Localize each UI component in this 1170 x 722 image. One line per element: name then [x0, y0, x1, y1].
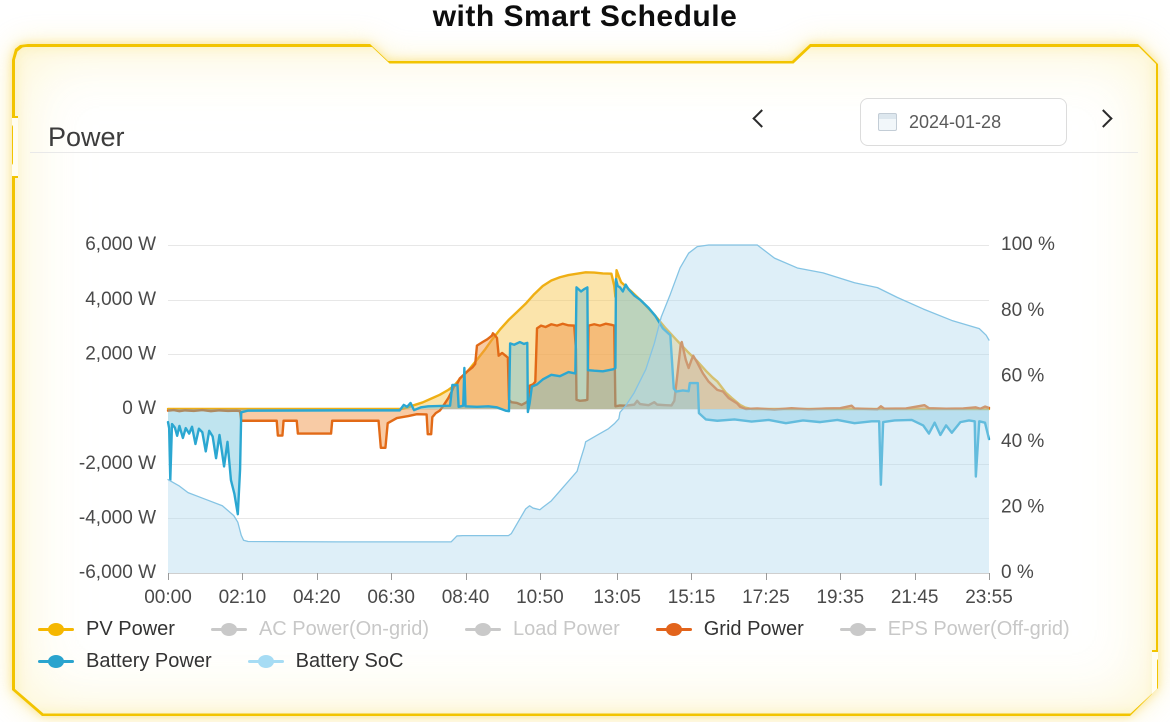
- legend-label: EPS Power(Off-grid): [887, 618, 1070, 640]
- legend-item-eps-power-off-grid[interactable]: EPS Power(Off-grid): [839, 618, 1070, 641]
- chart-legend: PV Power AC Power(On-grid) Load Power Grid …: [38, 618, 1138, 682]
- frame-tab-right: [1152, 650, 1158, 712]
- page-title: with Smart Schedule: [432, 0, 738, 33]
- legend-marker-dot: [665, 623, 682, 636]
- legend-row-1: PV Power AC Power(On-grid) Load Power Grid …: [38, 618, 1138, 641]
- hazard-stripes-right: [688, 46, 798, 59]
- hazard-stripes-left: [394, 46, 504, 59]
- legend-marker: [247, 654, 284, 669]
- legend-label: AC Power(On-grid): [258, 618, 429, 640]
- frame-tab-left: [12, 116, 18, 178]
- legend-label: PV Power: [86, 618, 175, 640]
- legend-marker: [38, 654, 74, 669]
- corner-accent-top-right: [1141, 44, 1158, 61]
- legend-item-load-power[interactable]: Load Power: [464, 618, 620, 641]
- legend-row-2: Battery Power Battery SoC: [38, 650, 1138, 673]
- panel-background: [14, 46, 1156, 714]
- legend-marker-dot: [48, 655, 64, 668]
- chevron-right-icon: [1094, 109, 1113, 128]
- legend-label: Grid Power: [703, 618, 804, 640]
- power-panel: Power 2024-01-28 PV Power AC Power(On-gri…: [12, 44, 1158, 716]
- legend-marker: [210, 622, 247, 637]
- prev-date-button[interactable]: [748, 106, 774, 132]
- legend-item-ac-power-on-grid[interactable]: AC Power(On-grid): [210, 618, 429, 641]
- date-picker[interactable]: 2024-01-28: [860, 98, 1067, 146]
- legend-marker: [38, 622, 74, 637]
- top-notch-bar: [498, 56, 682, 63]
- legend-marker-dot: [849, 623, 866, 636]
- panel-heading: Power: [48, 122, 125, 152]
- header-divider: [30, 152, 1138, 153]
- date-picker-value: 2024-01-28: [909, 111, 1002, 132]
- legend-item-grid-power[interactable]: Grid Power: [655, 618, 804, 641]
- frame-tab-right-pill: [1157, 659, 1158, 699]
- panel-frame: Power 2024-01-28 PV Power AC Power(On-gri…: [12, 44, 1158, 716]
- legend-label: Load Power: [512, 618, 620, 640]
- corner-accent-bottom-left: [13, 697, 31, 715]
- legend-label: Battery Power: [86, 650, 212, 672]
- legend-marker-dot: [474, 623, 491, 636]
- legend-marker-dot: [220, 623, 237, 636]
- legend-marker-dot: [48, 623, 64, 636]
- legend-marker: [464, 622, 501, 637]
- legend-item-battery-soc[interactable]: Battery SoC: [247, 650, 404, 673]
- next-date-button[interactable]: [1090, 106, 1116, 132]
- calendar-icon: [878, 113, 897, 131]
- chevron-left-icon: [752, 109, 771, 128]
- legend-item-pv-power[interactable]: PV Power: [38, 618, 175, 641]
- legend-item-battery-power[interactable]: Battery Power: [38, 650, 212, 673]
- frame-tab-left-pill: [12, 125, 13, 165]
- legend-label: Battery SoC: [295, 650, 404, 672]
- legend-marker-dot: [257, 655, 274, 668]
- legend-marker: [655, 622, 692, 637]
- legend-marker: [839, 622, 876, 637]
